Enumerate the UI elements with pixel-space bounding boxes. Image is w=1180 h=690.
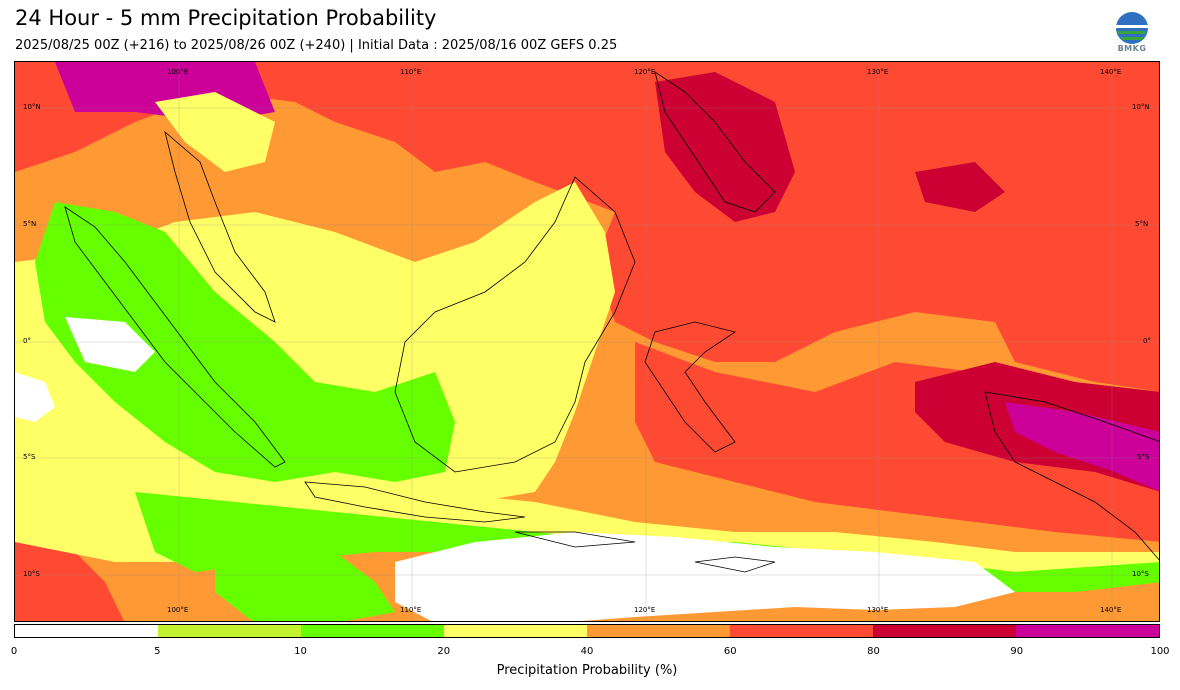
colorbar-bin: [158, 625, 301, 637]
colorbar-bin: [587, 625, 730, 637]
lon-label-bottom-110: 110°E: [400, 606, 422, 614]
lon-label-top-120: 120°E: [634, 68, 656, 76]
lon-label-bottom-100: 100°E: [167, 606, 189, 614]
colorbar-tick-label: 20: [437, 646, 451, 657]
lat-label-left-5s: 5°S: [23, 453, 36, 461]
coastline-borneo: [394, 176, 636, 473]
map-field-crimson-ne: [915, 162, 1005, 212]
colorbar-tick-label: 90: [1010, 646, 1024, 657]
coastlines: [64, 71, 1159, 573]
colorbar-tick-label: 100: [1150, 646, 1170, 657]
logo-text: BMKG: [1117, 44, 1147, 53]
lat-label-left-5n: 5°N: [23, 220, 37, 228]
lon-label-bottom-130: 130°E: [867, 606, 889, 614]
coastline-java: [304, 481, 526, 523]
lon-label-top-140: 140°E: [1100, 68, 1122, 76]
bmkg-logo-icon: [1116, 12, 1148, 44]
coastline-philippines: [654, 71, 776, 213]
precipitation-map: 100°E 110°E 120°E 130°E 140°E 100°E 110°…: [14, 61, 1160, 622]
colorbar-tick-label: 0: [10, 646, 18, 657]
graticule: [15, 62, 1159, 621]
map-field-yellow-nw: [155, 92, 275, 172]
map-field-red-west: [15, 532, 125, 621]
lat-label-right-5n: 5°N: [1135, 220, 1149, 228]
chart-title: 24 Hour - 5 mm Precipitation Probability: [15, 6, 437, 30]
map-field-magenta-png: [1005, 402, 1159, 492]
map-field-green-flores: [215, 542, 395, 621]
lat-label-right-0: 0°: [1143, 337, 1151, 345]
lat-label-right-10s: 10°S: [1132, 570, 1149, 578]
map-field-crimson-philippines: [655, 72, 795, 222]
colorbar-tick-label: 80: [867, 646, 880, 657]
colorbar-bin: [873, 625, 1016, 637]
colorbar-tick-label: 40: [580, 646, 594, 657]
lon-label-bottom-120: 120°E: [634, 606, 656, 614]
coastline-malay-peninsula: [164, 130, 276, 323]
coastline-timor: [694, 556, 776, 573]
map-field-red-north: [15, 62, 1159, 392]
map-field-white-west: [65, 317, 155, 372]
colorbar-label: Precipitation Probability (%): [496, 663, 678, 678]
colorbar-bin: [15, 625, 158, 637]
coastline-sumatra: [64, 206, 286, 468]
lon-label-top-130: 130°E: [867, 68, 889, 76]
colorbar-bin: [1016, 625, 1159, 637]
colorbar-tick-label: 5: [154, 646, 161, 657]
colorbar: [14, 624, 1160, 638]
lat-label-right-10n: 10°N: [1132, 103, 1150, 111]
map-field-white-sw: [15, 372, 55, 422]
chart-subtitle: 2025/08/25 00Z (+216) to 2025/08/26 00Z …: [15, 38, 618, 53]
map-field-green-sumatra: [35, 202, 455, 482]
colorbar-tick-label: 60: [723, 646, 737, 657]
lon-label-top-100: 100°E: [167, 68, 189, 76]
lon-label-bottom-140: 140°E: [1100, 606, 1122, 614]
colorbar-tick-label: 10: [294, 646, 307, 657]
coastline-sulawesi: [644, 321, 736, 453]
lon-label-top-110: 110°E: [400, 68, 422, 76]
lat-label-left-10n: 10°N: [23, 103, 41, 111]
lat-label-right-5s: 5°S: [1137, 453, 1150, 461]
coastline-new-guinea: [984, 391, 1159, 561]
colorbar-bin: [444, 625, 587, 637]
map-field-white-timor: [395, 532, 1015, 621]
colorbar-bin: [730, 625, 873, 637]
lat-label-left-0: 0°: [23, 337, 31, 345]
colorbar-bin: [301, 625, 444, 637]
lat-label-left-10s: 10°S: [23, 570, 40, 578]
coastline-flores: [514, 531, 636, 548]
